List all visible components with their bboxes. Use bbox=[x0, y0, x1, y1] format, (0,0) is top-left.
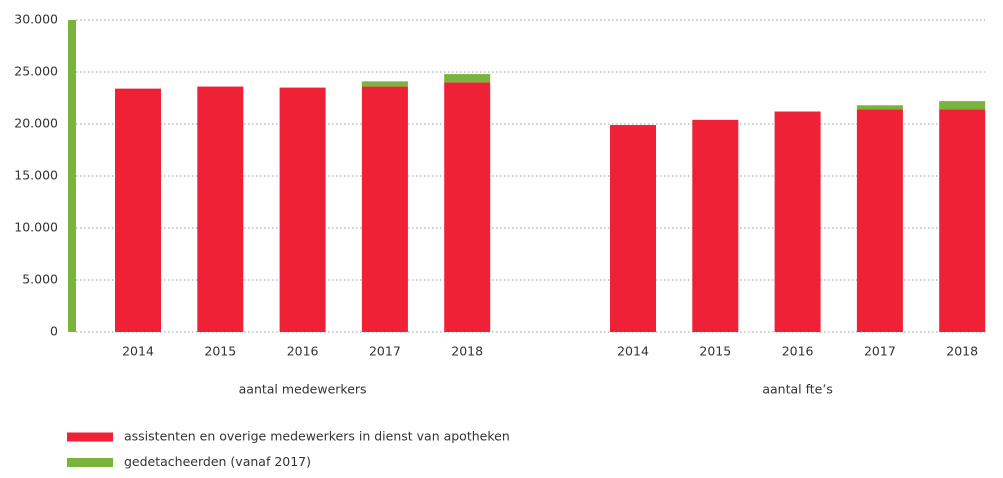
x-tick-label: 2015 bbox=[204, 344, 236, 359]
legend-label: assistenten en overige medewerkers in di… bbox=[124, 429, 510, 444]
bar-segment bbox=[361, 86, 408, 332]
group-label: aantal medewerkers bbox=[239, 382, 367, 397]
x-tick-label: 2015 bbox=[699, 344, 731, 359]
bar-segment bbox=[361, 81, 408, 87]
bar-segment bbox=[279, 87, 326, 332]
x-tick-label: 2014 bbox=[122, 344, 154, 359]
legend-swatch bbox=[67, 458, 113, 467]
y-tick-label: 30.000 bbox=[14, 12, 58, 27]
bar-segment bbox=[610, 125, 656, 332]
y-tick-label: 0 bbox=[50, 324, 58, 339]
x-tick-label: 2017 bbox=[864, 344, 896, 359]
bar-segment bbox=[692, 119, 739, 332]
y-axis-bar bbox=[68, 20, 76, 332]
y-tick-label: 5.000 bbox=[22, 272, 58, 287]
bar-segment bbox=[939, 101, 986, 110]
legend-swatch bbox=[67, 432, 113, 442]
x-tick-label: 2016 bbox=[782, 344, 814, 359]
y-tick-label: 25.000 bbox=[14, 64, 58, 79]
legend-label: gedetacheerden (vanaf 2017) bbox=[124, 454, 311, 469]
bar-segment bbox=[197, 86, 244, 332]
bar-segment bbox=[774, 111, 821, 333]
bar-segment bbox=[115, 88, 161, 332]
y-tick-label: 20.000 bbox=[14, 116, 58, 131]
bar-segment bbox=[856, 105, 903, 110]
bar-segment bbox=[444, 82, 491, 333]
bar-segment bbox=[856, 109, 903, 332]
x-tick-label: 2017 bbox=[369, 344, 401, 359]
x-tick-label: 2014 bbox=[617, 344, 649, 359]
x-tick-label: 2018 bbox=[451, 344, 483, 359]
bar-segment bbox=[444, 74, 491, 83]
bar-segment bbox=[939, 109, 986, 332]
x-tick-label: 2018 bbox=[946, 344, 978, 359]
y-tick-label: 10.000 bbox=[14, 220, 58, 235]
group-label: aantal fte’s bbox=[762, 382, 833, 397]
y-tick-label: 15.000 bbox=[14, 168, 58, 183]
x-tick-label: 2016 bbox=[287, 344, 319, 359]
